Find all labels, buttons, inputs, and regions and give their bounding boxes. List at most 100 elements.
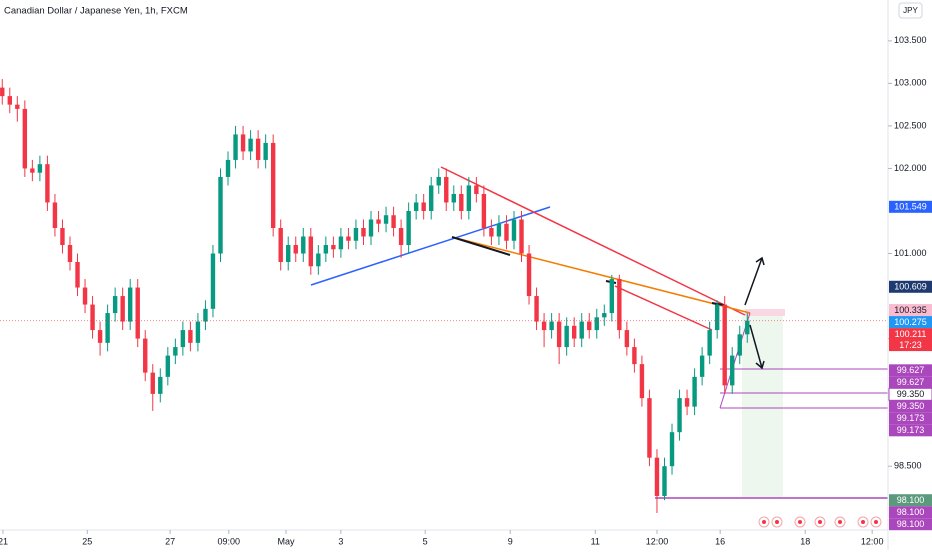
candle-body xyxy=(30,168,35,173)
candle-body xyxy=(97,330,103,343)
candle-body xyxy=(353,227,359,241)
trend-line xyxy=(440,166,746,316)
candle-body xyxy=(0,87,5,97)
candle-body xyxy=(511,219,517,241)
candle-body xyxy=(549,321,554,331)
candle-body xyxy=(127,287,133,322)
candle-body xyxy=(699,355,705,377)
candle-body xyxy=(52,202,58,228)
candle-body xyxy=(647,398,652,458)
x-tick-label: 5 xyxy=(423,536,428,546)
price-label xyxy=(889,506,932,519)
price-label xyxy=(889,280,932,293)
x-tick-label: 11 xyxy=(591,536,600,546)
candle-body xyxy=(669,432,675,467)
candle-body xyxy=(143,338,148,373)
candle-body xyxy=(391,215,396,228)
price-label xyxy=(889,316,932,329)
x-tick-label: 12:00 xyxy=(861,536,884,546)
candle-body xyxy=(684,398,690,407)
event-icon xyxy=(775,520,779,524)
candle-body xyxy=(624,330,630,348)
candle-body xyxy=(67,245,73,263)
x-tick-label: 12:00 xyxy=(646,536,669,546)
price-label-text: 99.173 xyxy=(897,413,925,423)
candle-body xyxy=(632,347,637,365)
axes: 103.500103.000102.500102.000101.000100.0… xyxy=(0,35,932,546)
candle-body xyxy=(368,219,374,237)
event-icon xyxy=(874,520,878,524)
candle-body xyxy=(602,313,607,318)
candle-body xyxy=(662,466,667,496)
candle-body xyxy=(278,227,283,263)
candle-body xyxy=(383,215,389,224)
candle-body xyxy=(188,330,193,343)
x-tick-label: 18 xyxy=(800,536,810,546)
x-tick-label: 27 xyxy=(165,536,175,546)
candle-body xyxy=(150,372,155,394)
candle-body xyxy=(436,176,441,186)
candle-body xyxy=(474,185,479,194)
price-label xyxy=(889,494,932,507)
price-label-text: 99.627 xyxy=(897,377,925,387)
candle-body xyxy=(255,138,261,160)
y-tick-label: 103.500 xyxy=(894,35,927,45)
trend-line xyxy=(451,236,511,256)
y-tick-label: 102.500 xyxy=(894,120,927,130)
candle-body xyxy=(270,142,276,228)
candle-body xyxy=(120,296,125,322)
candle-body xyxy=(722,304,727,386)
candle-body xyxy=(692,376,697,407)
candle-body xyxy=(745,320,750,335)
candle-body xyxy=(323,245,329,254)
candle-body xyxy=(173,347,178,356)
candle-body xyxy=(203,308,208,322)
chart-title: Canadian Dollar / Japanese Yen, 1h, FXCM xyxy=(4,6,188,17)
candle-body xyxy=(639,364,645,399)
trend-line xyxy=(451,236,751,314)
candles xyxy=(0,79,888,513)
currency-label: JPY xyxy=(903,6,918,15)
candle-body xyxy=(75,262,80,288)
candle-body xyxy=(556,321,562,348)
price-label xyxy=(889,364,932,377)
x-tick-label: 09:00 xyxy=(218,536,241,546)
drawings xyxy=(310,166,888,499)
candle-body xyxy=(210,253,216,309)
event-icon xyxy=(838,520,842,524)
candle-body xyxy=(459,193,464,211)
y-tick-label: 102.000 xyxy=(894,163,927,173)
price-label-text: 100.211 xyxy=(895,329,927,339)
currency-button[interactable] xyxy=(898,2,923,19)
candle-body xyxy=(519,219,524,254)
event-icon xyxy=(818,520,822,524)
price-label-text: 99.350 xyxy=(897,389,925,399)
candle-body xyxy=(263,142,268,160)
price-label xyxy=(889,400,932,413)
x-tick-label: 16 xyxy=(715,536,725,546)
countdown: 17:23 xyxy=(899,340,922,350)
candle-body xyxy=(707,330,712,356)
candle-body xyxy=(60,227,65,246)
trend-line xyxy=(711,302,725,306)
price-label-text: 98.100 xyxy=(897,507,925,517)
candle-body xyxy=(225,159,231,177)
candle-body xyxy=(737,334,742,356)
candle-body xyxy=(158,376,163,394)
candle-body xyxy=(180,330,186,348)
candle-body xyxy=(564,325,569,348)
candle-body xyxy=(240,134,246,152)
candle-body xyxy=(308,236,313,267)
candle-body xyxy=(496,223,502,237)
candle-body xyxy=(316,253,321,267)
candle-body xyxy=(534,296,539,322)
candle-body xyxy=(376,219,381,224)
arrow xyxy=(744,256,765,306)
candle-body xyxy=(301,236,306,254)
price-label-text: 99.173 xyxy=(897,425,925,435)
price-label xyxy=(889,200,932,213)
candle-body xyxy=(90,304,95,331)
candle-body xyxy=(481,193,487,228)
